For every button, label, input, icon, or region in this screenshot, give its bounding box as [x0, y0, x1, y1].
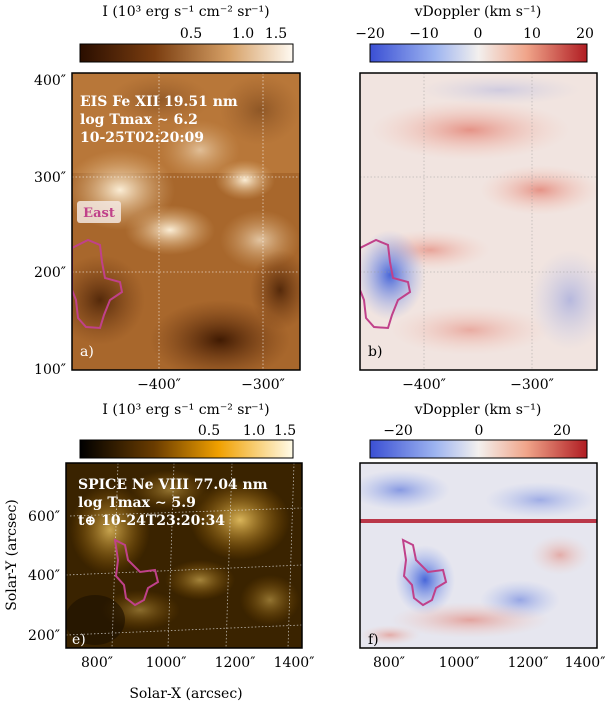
y-tick: 400″: [28, 568, 60, 584]
panel-e: SPICE Ne VIII 77.04 nm log Tmax ∼ 5.9 t⊕…: [4, 462, 315, 702]
colorbar-tick: 20: [553, 423, 571, 439]
region-label-box: [77, 201, 121, 223]
colorbar-title: vDoppler (km s⁻¹): [414, 4, 542, 20]
colorbar-tick: −10: [409, 26, 439, 42]
x-tick: 1200″: [508, 655, 549, 671]
colorbar-tick: 0: [475, 423, 484, 439]
colorbar-tick: 10: [523, 26, 541, 42]
panel-a-image: [72, 73, 300, 370]
colorbar-gradient: [79, 439, 294, 459]
y-axis-label: Solar-Y (arcsec): [4, 499, 20, 611]
contour-east-region: [401, 538, 448, 607]
colorbar-tick: 1.0: [243, 423, 265, 439]
x-tick: 1000″: [439, 655, 480, 671]
x-tick: −400″: [402, 377, 446, 393]
panel-e-annotation-line: SPICE Ne VIII 77.04 nm: [78, 477, 268, 493]
panel-e-image: [66, 463, 302, 648]
contour-east-region: [113, 538, 160, 607]
y-tick: 300″: [34, 170, 66, 186]
colorbar-tick: 0.5: [198, 423, 220, 439]
colorbar-tick: 0: [474, 26, 483, 42]
x-axis-label: Solar-X (arcsec): [129, 686, 242, 702]
x-tick: 800″: [373, 655, 405, 671]
panel-e-annotation-line: log Tmax ∼ 5.9: [78, 495, 196, 511]
y-tick: 200″: [34, 265, 66, 281]
colorbar-spice-intensity: I (10³ erg s⁻¹ cm⁻² sr⁻¹) 0.5 1.0 1.5: [79, 402, 296, 459]
x-tick: −300″: [510, 377, 554, 393]
panel-b: b) −400″ −300″: [359, 72, 598, 393]
x-tick: −400″: [137, 377, 181, 393]
y-tick: 400″: [34, 73, 66, 89]
colorbar-gradient: [369, 43, 588, 63]
panel-f: f) 800″ 1000″ 1200″ 1400″: [359, 462, 605, 671]
colorbar-tick: 1.5: [265, 26, 287, 42]
colorbar-tick: 20: [576, 26, 594, 42]
colorbar-title: I (10³ erg s⁻¹ cm⁻² sr⁻¹): [102, 402, 269, 418]
contour-east-region: [72, 238, 124, 330]
panel-a: EIS Fe XII 19.51 nm log Tmax ∼ 6.2 10-25…: [34, 72, 301, 393]
panel-letter: f): [368, 632, 379, 648]
x-tick: 1400″: [565, 655, 605, 671]
colorbar-tick: 0.5: [180, 26, 202, 42]
panel-a-annotation-line: log Tmax ∼ 6.2: [80, 112, 198, 128]
colorbar-gradient: [79, 43, 294, 63]
x-tick: −300″: [241, 377, 285, 393]
x-tick: 800″: [81, 655, 113, 671]
colorbar-tick: −20: [383, 423, 413, 439]
colorbar-gradient: [369, 439, 588, 459]
colorbar-title: vDoppler (km s⁻¹): [414, 402, 542, 418]
colorbar-eis-doppler: vDoppler (km s⁻¹) −20 −10 0 10 20: [355, 4, 594, 63]
panel-letter: b): [368, 344, 382, 360]
x-tick: 1000″: [146, 655, 187, 671]
colorbar-tick: 1.0: [232, 26, 254, 42]
panel-f-image: [360, 463, 597, 648]
panel-b-image: [360, 73, 597, 370]
colorbar-tick: −20: [355, 26, 385, 42]
panel-e-annotation-line: t⊕ 10-24T23:20:34: [78, 513, 225, 529]
colorbar-title: I (10³ erg s⁻¹ cm⁻² sr⁻¹): [102, 4, 269, 20]
colorbar-eis-intensity: I (10³ erg s⁻¹ cm⁻² sr⁻¹) 0.5 1.0 1.5: [79, 4, 294, 63]
x-tick: 1400″: [274, 655, 315, 671]
colorbar-tick: 1.5: [274, 423, 296, 439]
panel-a-annotation-line: 10-25T02:20:09: [80, 130, 204, 146]
region-label-east: East: [83, 206, 115, 221]
y-tick: 100″: [34, 362, 66, 378]
panel-a-annotation-line: EIS Fe XII 19.51 nm: [80, 94, 238, 110]
x-tick: 1200″: [215, 655, 256, 671]
panel-letter: e): [72, 632, 86, 648]
y-tick: 600″: [28, 509, 60, 525]
panel-letter: a): [80, 344, 94, 360]
colorbar-spice-doppler: vDoppler (km s⁻¹) −20 0 20: [369, 402, 588, 459]
y-tick: 200″: [28, 628, 60, 644]
contour-east-region: [360, 238, 412, 330]
